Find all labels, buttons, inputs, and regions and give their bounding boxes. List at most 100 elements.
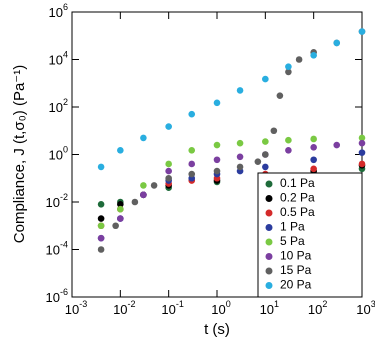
data-point <box>213 167 221 175</box>
tick-base: 10 <box>65 302 79 317</box>
data-point <box>117 205 124 213</box>
data-point <box>333 141 341 149</box>
tick-exponent: -6 <box>60 287 68 297</box>
legend-marker <box>265 180 273 188</box>
tick-exponent: -4 <box>60 240 68 250</box>
legend-marker <box>265 253 273 260</box>
tick-label: 10-4 <box>46 240 68 258</box>
data-point <box>262 138 269 145</box>
tick-exponent: -3 <box>79 299 87 309</box>
tick-label: 10-6 <box>46 287 68 305</box>
legend-marker <box>265 282 273 289</box>
data-point <box>97 234 105 242</box>
tick-base: 10 <box>46 243 60 258</box>
data-point <box>165 123 172 130</box>
tick-exponent: -1 <box>176 299 184 309</box>
legend-marker <box>265 238 273 246</box>
data-point <box>188 147 196 154</box>
data-point <box>112 222 119 230</box>
tick-base: 10 <box>356 302 370 317</box>
tick-exponent: 4 <box>63 50 68 60</box>
data-point <box>97 222 105 230</box>
tick-label: 106 <box>49 2 68 20</box>
tick-label: 100 <box>49 145 68 163</box>
data-point <box>236 87 244 94</box>
legend-label: 0.5 Pa <box>280 205 315 219</box>
tick-exponent: 1 <box>274 299 279 309</box>
tick-base: 10 <box>49 148 63 163</box>
data-point <box>97 215 105 222</box>
data-point <box>358 28 366 35</box>
tick-exponent: -2 <box>60 192 68 202</box>
data-point <box>97 163 105 171</box>
data-point <box>117 201 124 208</box>
y-axis-label: Compliance, J (t,σ₀) (Pa⁻¹) <box>11 65 28 243</box>
legend-label: 5 Pa <box>280 234 305 248</box>
data-point <box>165 167 172 175</box>
tick-base: 10 <box>161 302 175 317</box>
tick-exponent: 3 <box>371 299 375 309</box>
data-point <box>97 246 105 253</box>
legend-label: 0.2 Pa <box>280 191 315 205</box>
data-point <box>262 75 269 83</box>
data-point <box>358 160 366 168</box>
tick-label: 10-3 <box>65 299 87 317</box>
legend-label: 1 Pa <box>280 220 305 234</box>
data-point <box>285 68 292 76</box>
legend-marker <box>265 209 273 217</box>
tick-base: 10 <box>49 5 63 20</box>
x-axis-label: t (s) <box>204 321 230 338</box>
data-point <box>213 99 221 107</box>
legend-marker <box>265 195 273 202</box>
tick-label: 10-2 <box>46 192 68 210</box>
data-point <box>131 198 139 206</box>
data-point <box>165 174 172 182</box>
legend-label: 15 Pa <box>280 263 312 277</box>
tick-label: 10-1 <box>161 299 183 317</box>
data-point <box>150 182 158 189</box>
data-point <box>97 201 105 208</box>
legend-marker <box>265 267 273 275</box>
tick-label: 104 <box>49 50 68 68</box>
tick-label: 102 <box>308 299 327 317</box>
data-point <box>285 147 292 154</box>
tick-base: 10 <box>46 195 60 210</box>
data-point <box>333 39 341 47</box>
tick-base: 10 <box>211 302 225 317</box>
tick-exponent: -2 <box>128 299 136 309</box>
tick-label: 101 <box>260 299 279 317</box>
tick-base: 10 <box>46 290 60 305</box>
data-point <box>117 215 124 222</box>
tick-exponent: 0 <box>226 299 231 309</box>
tick-exponent: 0 <box>63 145 68 155</box>
data-point <box>310 52 317 59</box>
tick-exponent: 6 <box>63 2 68 12</box>
data-point <box>310 165 317 173</box>
data-point <box>213 141 221 149</box>
tick-base: 10 <box>308 302 322 317</box>
legend-label: 10 Pa <box>280 249 312 263</box>
data-point <box>236 153 244 161</box>
legend-label: 20 Pa <box>280 278 312 292</box>
tick-exponent: 2 <box>63 97 68 107</box>
data-point <box>358 149 366 156</box>
data-point <box>213 156 221 164</box>
tick-label: 103 <box>356 299 375 317</box>
data-point <box>358 134 366 142</box>
data-point <box>310 156 317 164</box>
data-point <box>188 170 196 178</box>
data-point <box>165 160 172 168</box>
data-point <box>285 136 292 144</box>
data-point <box>310 135 317 143</box>
legend-label: 0.1 Pa <box>280 176 315 190</box>
legend-box <box>257 172 363 298</box>
data-point <box>140 182 147 189</box>
tick-base: 10 <box>49 53 63 68</box>
data-point <box>188 110 196 118</box>
data-point <box>140 134 147 142</box>
data-point <box>140 191 147 199</box>
tick-exponent: 2 <box>322 299 327 309</box>
tick-label: 102 <box>49 97 68 115</box>
data-point <box>270 127 278 135</box>
